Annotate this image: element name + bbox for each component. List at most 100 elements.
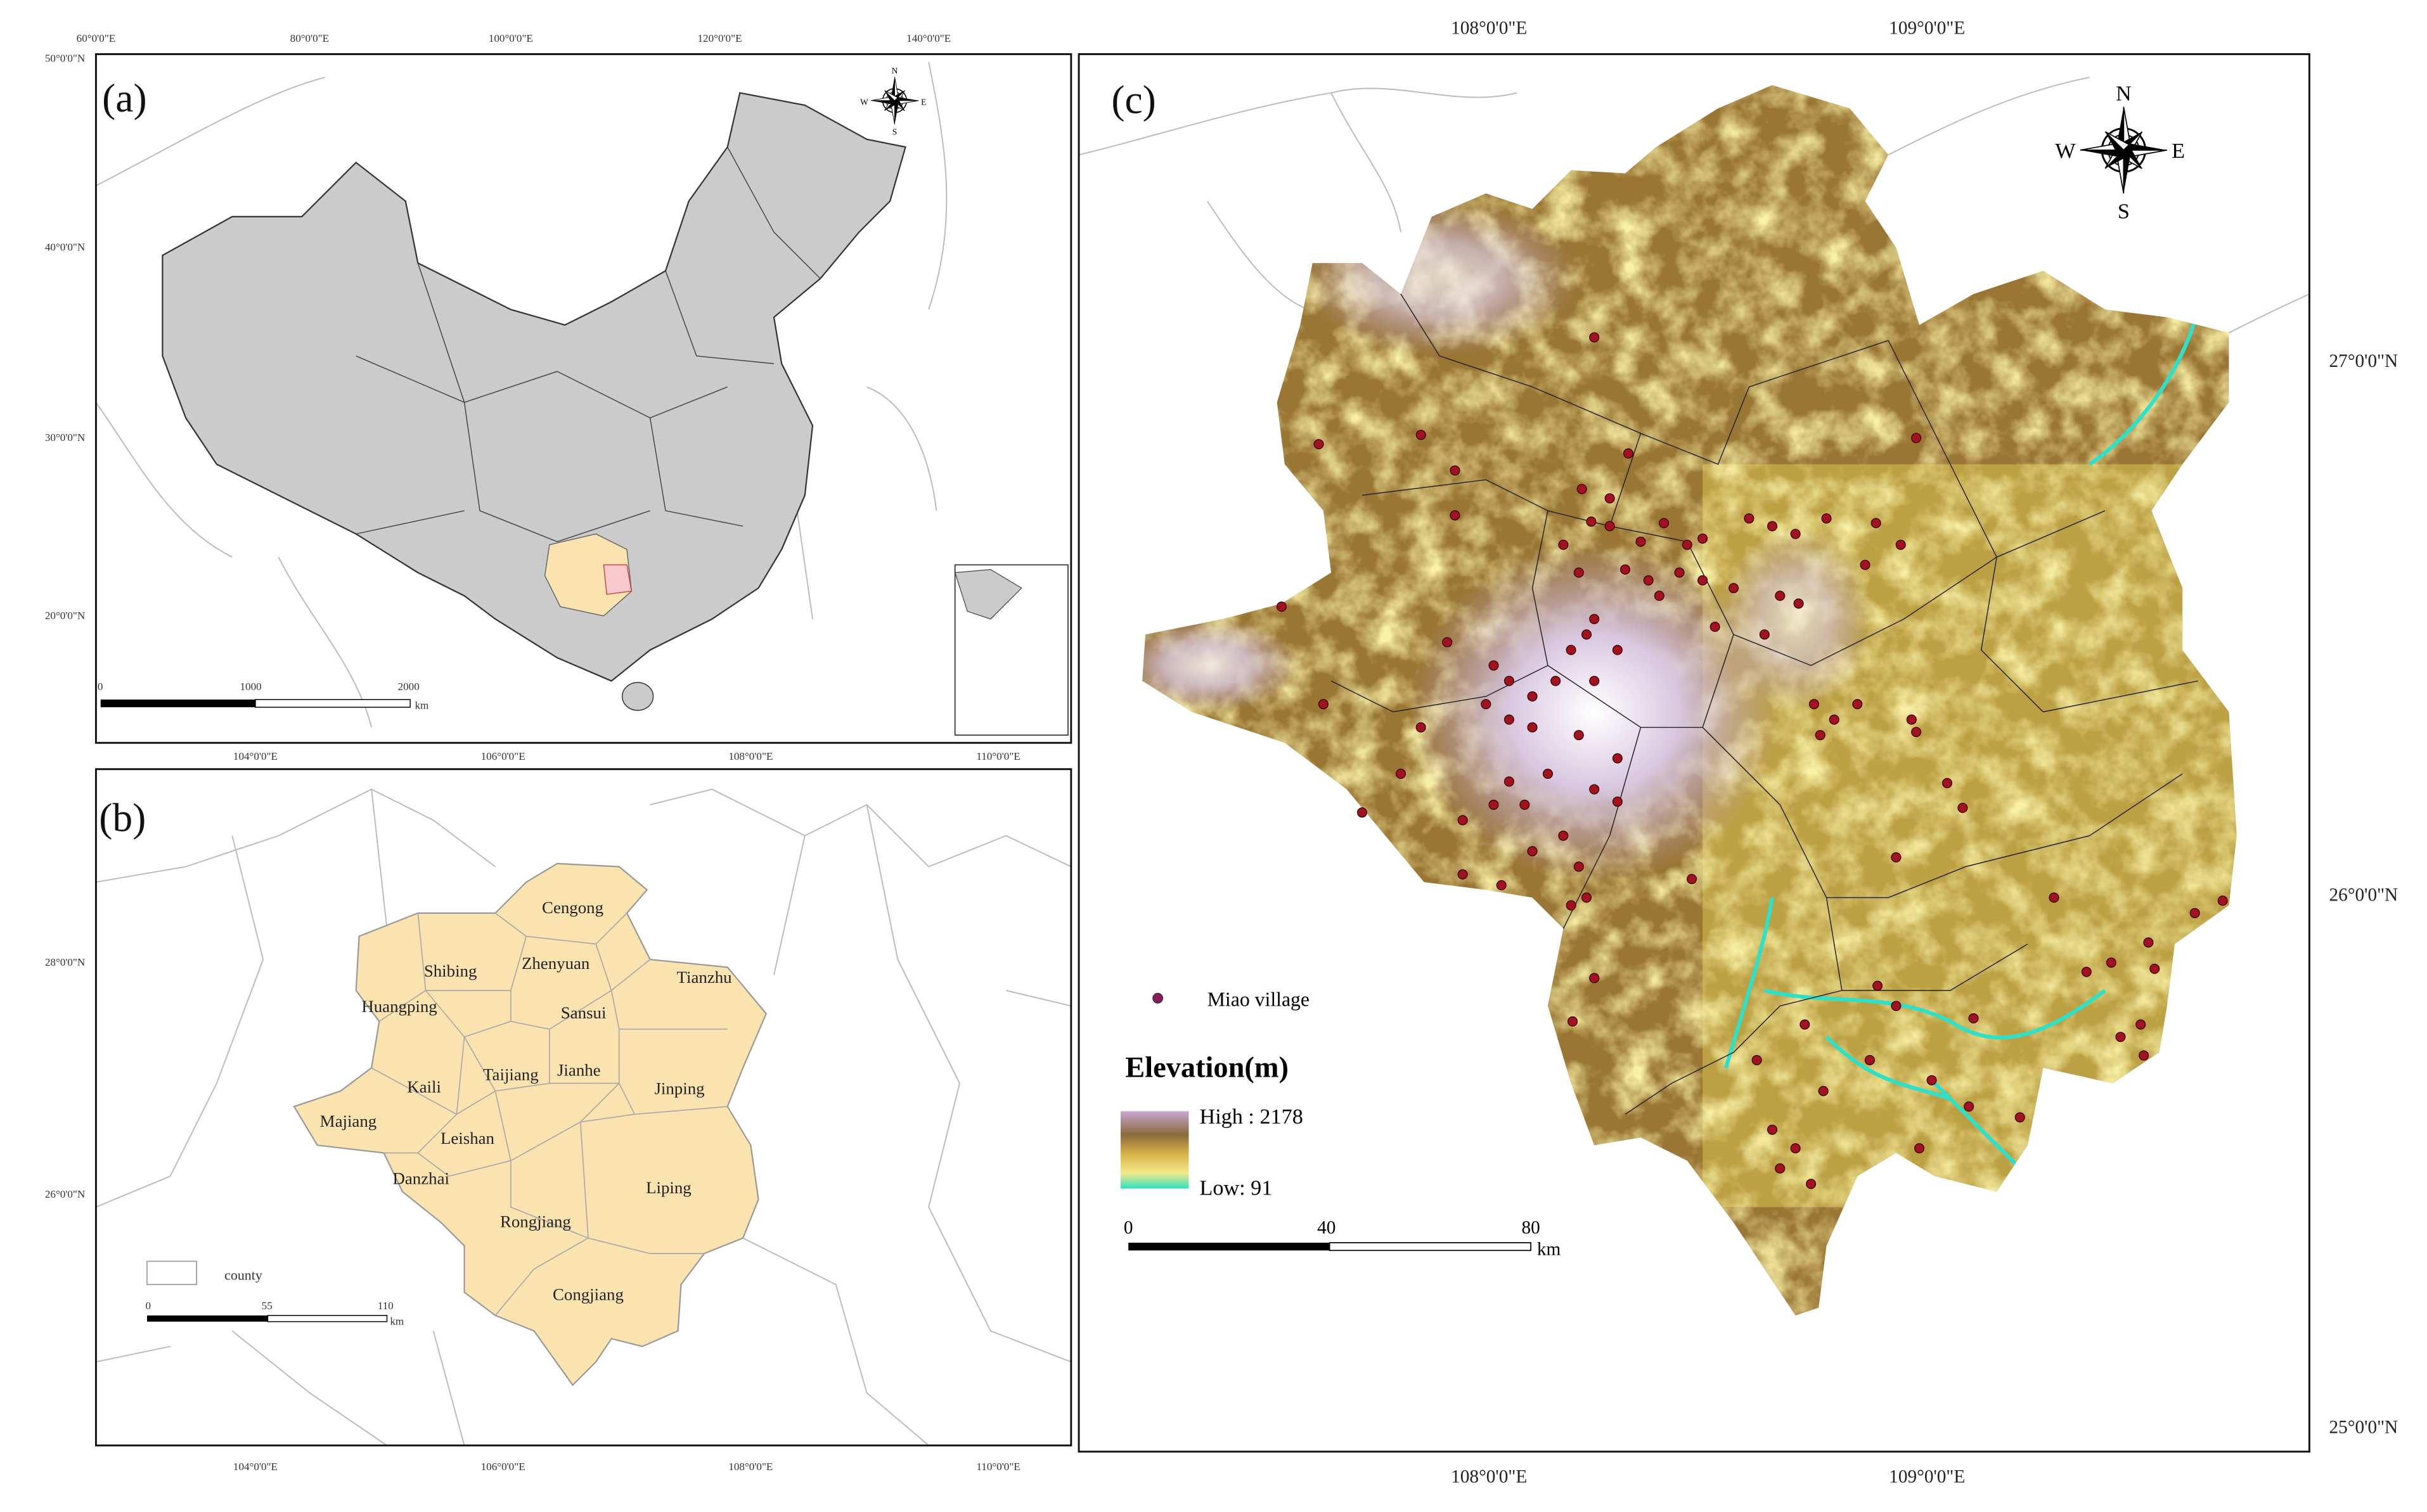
county-label: Majiang (320, 1112, 377, 1131)
lat-labels: 50°0'0"N 40°0'0"N 30°0'0"N 20°0'0"N (45, 53, 85, 622)
village-marker (1821, 513, 1832, 524)
village-marker (1415, 722, 1426, 733)
legend-title: Elevation(m) (1125, 1052, 1289, 1084)
village-marker (1581, 892, 1592, 903)
coord-label: 109°0'0"E (1889, 18, 1965, 39)
county-label: Jianhe (557, 1060, 601, 1079)
province-borders (356, 146, 821, 542)
coord-label: 110°0'0"E (976, 1461, 1020, 1473)
village-marker (1914, 1143, 1925, 1154)
legend-low: Low: 91 (1200, 1176, 1273, 1200)
compass-point (884, 90, 895, 104)
village-marker (1488, 799, 1499, 810)
legend-village-marker (1152, 992, 1164, 1004)
village-marker (1612, 644, 1623, 655)
compass-point (2080, 150, 2124, 158)
compass-point (894, 96, 919, 101)
village-marker (1566, 900, 1576, 911)
lat-labels: 28°0'0"N 26°0'0"N (45, 956, 85, 1200)
coord-label: 50°0'0"N (45, 53, 85, 65)
village-marker (1806, 1179, 1817, 1189)
panel-c-frame (1078, 53, 2310, 1453)
scale-bar (267, 1315, 388, 1323)
village-marker (1709, 622, 1720, 632)
village-marker (1790, 529, 1801, 539)
county-label: Congjiang (553, 1285, 624, 1304)
village-marker (1503, 676, 1514, 686)
village-marker (1623, 448, 1634, 459)
village-marker (1911, 433, 1922, 444)
panel-b-map (96, 788, 1071, 1445)
village-marker (1818, 1086, 1829, 1096)
inset-land (954, 569, 1022, 620)
scale-bar (1128, 1243, 1330, 1251)
village-marker (1450, 510, 1460, 521)
village-marker (1586, 516, 1597, 527)
county-label: Danzhai (392, 1169, 449, 1188)
study-area (603, 564, 633, 595)
village-marker (1589, 973, 1600, 983)
compass: N S W E (2055, 82, 2185, 224)
scale-label: 0 (1124, 1217, 1133, 1238)
terrain (1142, 85, 2237, 1316)
village-marker (1767, 521, 1778, 532)
compass-letter: N (892, 66, 898, 75)
village-marker (1313, 439, 1324, 449)
lat-labels: 27°0'0"N 26°0'0"N 25°0'0"N (2329, 351, 2398, 1438)
coord-label: 106°0'0"E (481, 1461, 525, 1473)
scale-unit: km (1537, 1240, 1561, 1260)
scale-label: 1000 (240, 681, 262, 693)
village-marker (1864, 1054, 1875, 1065)
coord-label: 20°0'0"N (45, 610, 85, 622)
village-marker (1542, 769, 1554, 779)
village-marker (2149, 963, 2160, 974)
village-marker (1775, 591, 1786, 601)
coord-label: 40°0'0"N (45, 241, 85, 253)
county-label: Jinping (654, 1079, 704, 1098)
village-marker (1635, 536, 1646, 547)
compass-letter: W (860, 97, 868, 106)
village-marker (1604, 521, 1615, 532)
village-marker (1573, 861, 1584, 872)
village-marker (1891, 1001, 1902, 1011)
village-marker (1589, 613, 1600, 624)
coord-label: 120°0'0"E (698, 32, 742, 44)
village-marker (1527, 691, 1538, 702)
village-marker (1697, 533, 1708, 544)
village-marker (1604, 493, 1615, 504)
scale-label: 80 (1521, 1217, 1540, 1238)
coord-label: 80°0'0"E (290, 32, 329, 44)
village-marker (2106, 957, 2116, 968)
village-marker (1527, 722, 1538, 733)
village-marker (1728, 582, 1739, 594)
village-marker (2139, 1050, 2149, 1061)
legend-high: High : 2178 (1200, 1105, 1303, 1129)
coord-label: 108°0'0"E (728, 750, 773, 762)
village-marker (1687, 874, 1697, 885)
village-marker (1767, 1124, 1778, 1135)
county-label: Kaili (407, 1077, 441, 1096)
village-marker (1968, 1013, 1979, 1024)
village-marker (1581, 629, 1592, 640)
village-marker (2189, 907, 2200, 918)
highland (1300, 201, 1579, 356)
village-marker (1527, 846, 1538, 857)
county-label: Taijiang (483, 1065, 539, 1084)
village-marker (1852, 699, 1863, 710)
village-marker (1620, 564, 1631, 575)
village-marker (1872, 980, 1883, 991)
county-label: Rongjiang (500, 1212, 571, 1231)
village-marker (1799, 1019, 1810, 1030)
scale-label: 110 (378, 1300, 394, 1312)
village-marker (1519, 799, 1530, 810)
village-marker (2081, 966, 2092, 977)
village-marker (2115, 1032, 2126, 1042)
village-marker (1957, 802, 1968, 813)
village-marker (1829, 714, 1839, 725)
village-marker (1895, 539, 1906, 550)
coord-label: 140°0'0"E (906, 32, 951, 44)
coord-label: 104°0'0"E (233, 750, 278, 762)
village-marker (1612, 796, 1623, 807)
